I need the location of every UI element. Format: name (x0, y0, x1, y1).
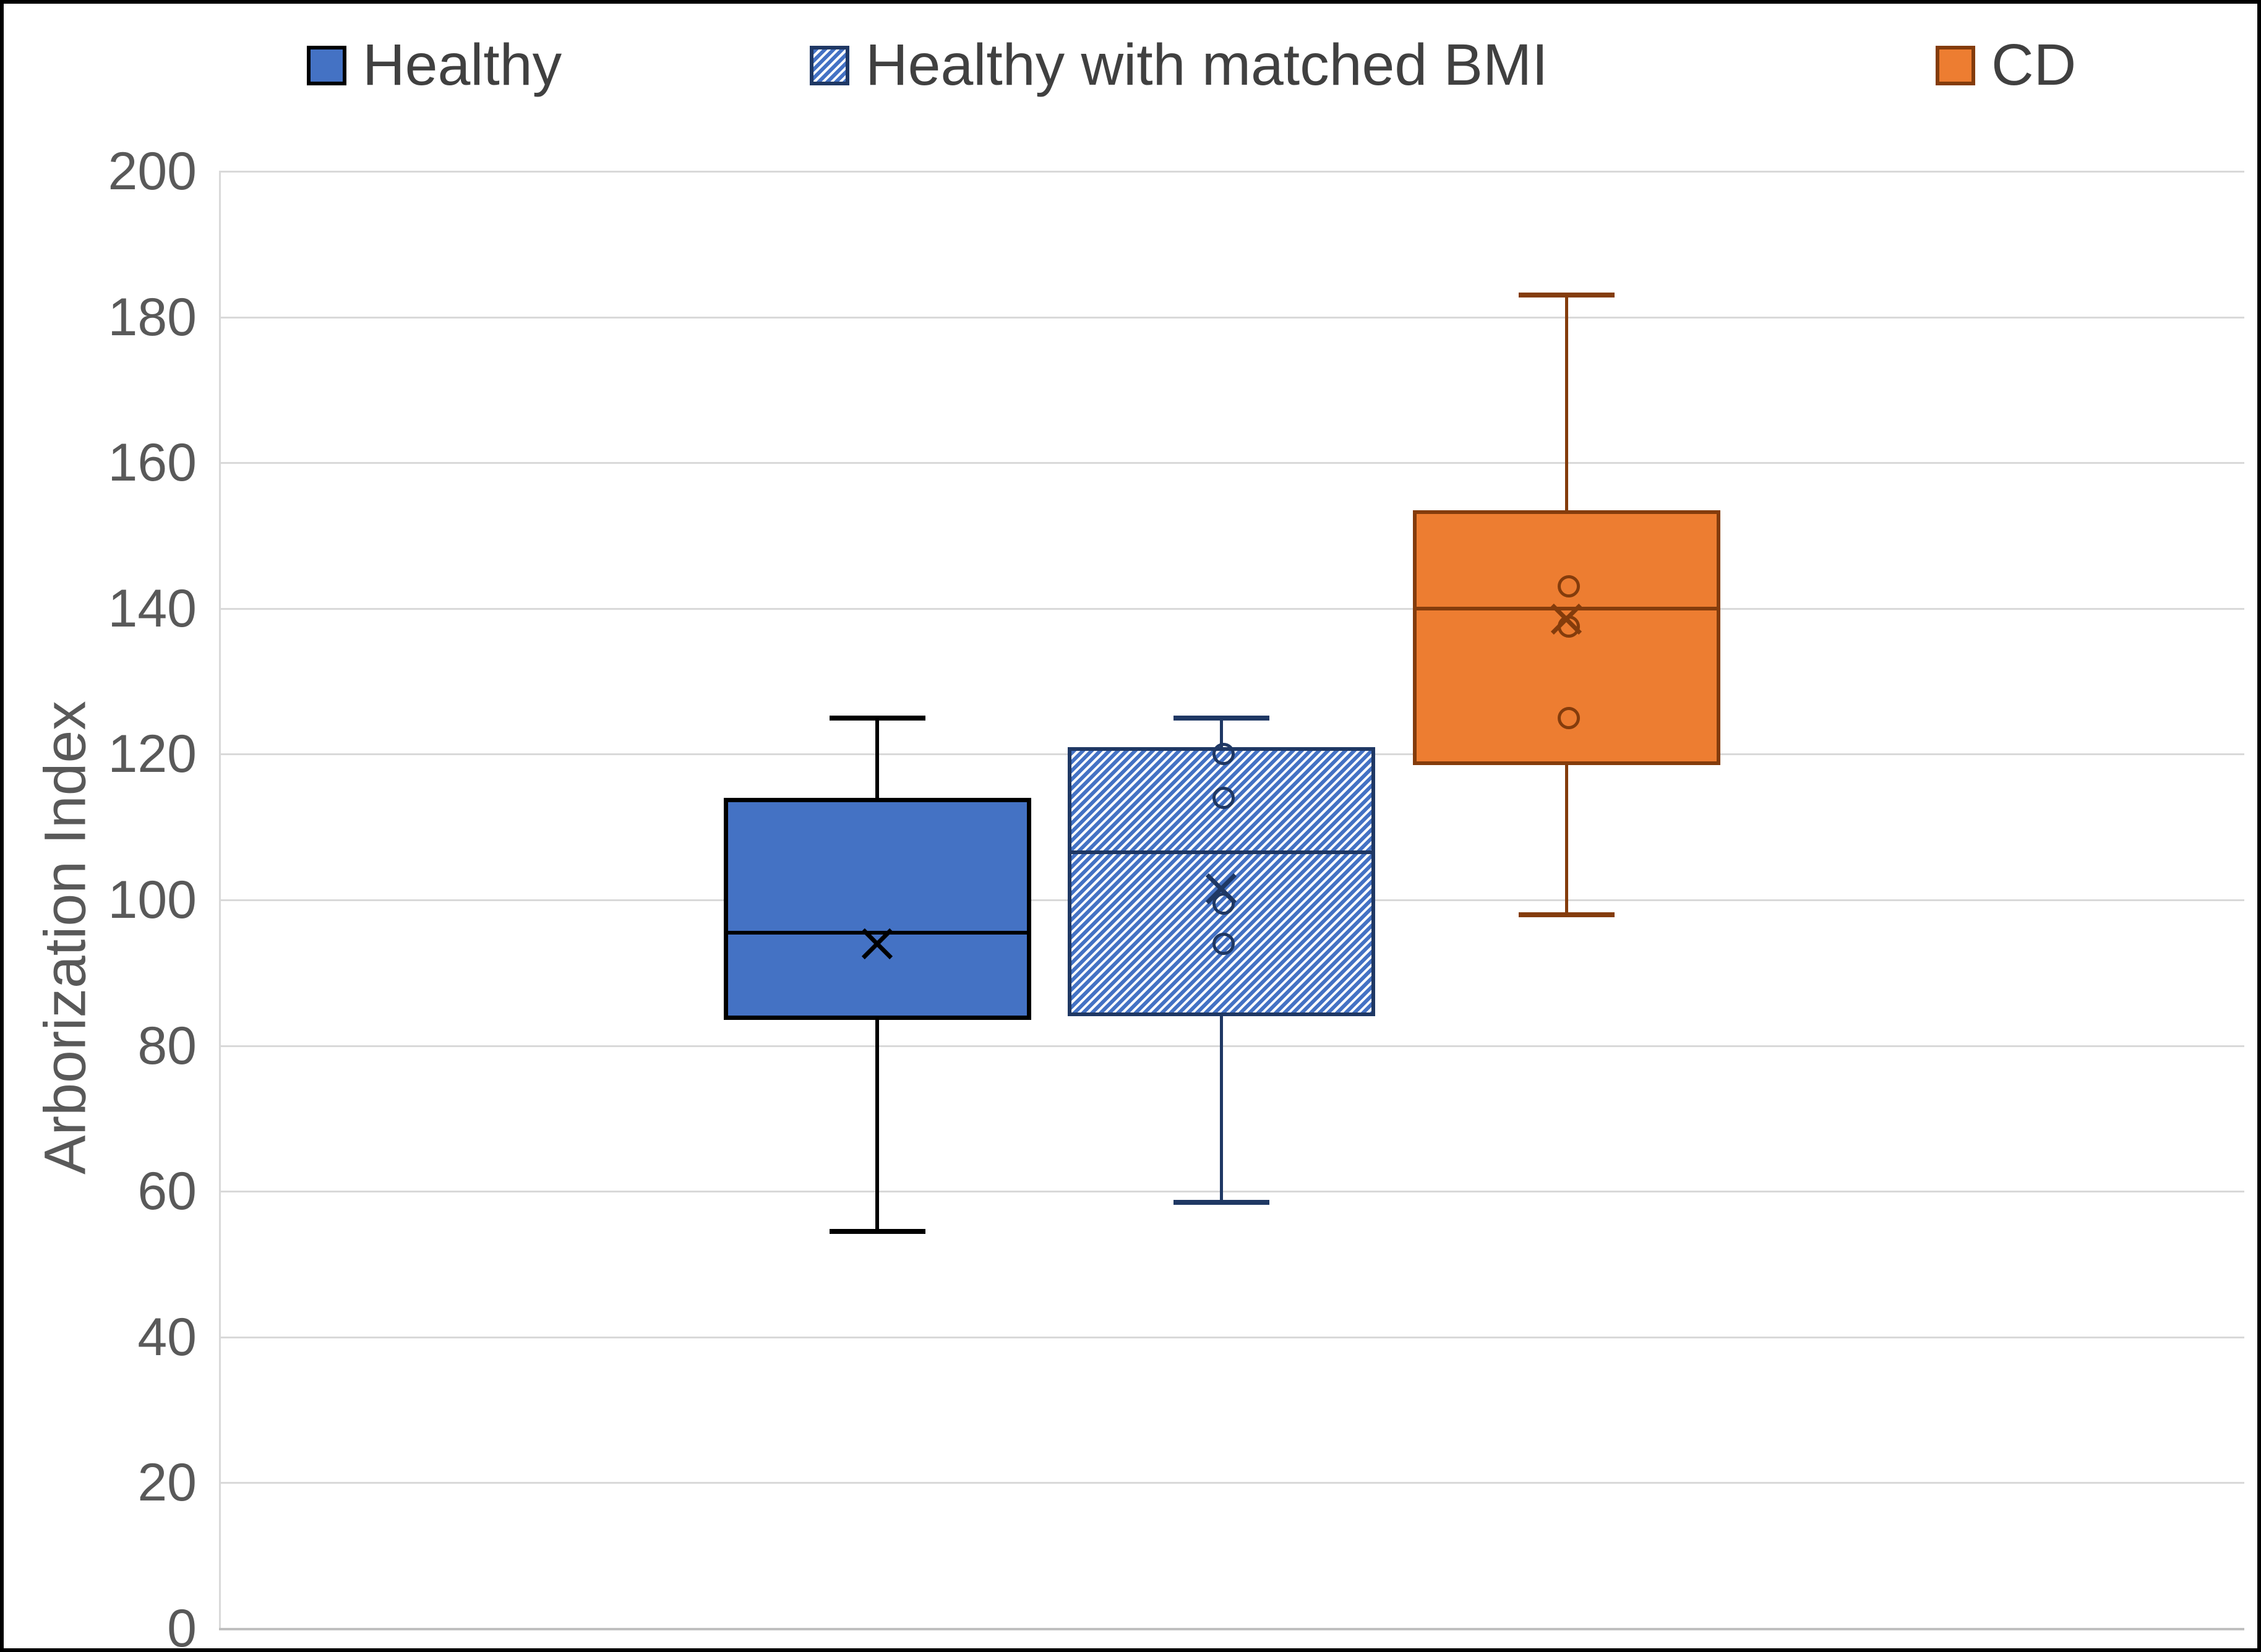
legend-item-cd: CD (1936, 36, 2076, 95)
legend-label: CD (1991, 32, 2077, 98)
outlier-point-cd (1558, 615, 1580, 638)
whisker-cap-top-healthy-with-matched-bmi (1173, 715, 1269, 721)
y-tick-label: 0 (167, 1599, 197, 1652)
median-line-healthy (723, 931, 1031, 935)
outlier-point-healthy-with-matched-bmi (1212, 892, 1235, 915)
legend-swatch-healthy-with-matched-bmi (810, 45, 849, 85)
mean-x-marker-healthy (857, 924, 897, 964)
y-tick-label: 20 (137, 1453, 197, 1513)
whisker-bottom-healthy (875, 1020, 879, 1231)
y-gridline (219, 316, 2244, 319)
box-healthy (723, 798, 1031, 1021)
y-tick-label: 160 (108, 433, 197, 493)
outlier-point-healthy-with-matched-bmi (1212, 787, 1235, 810)
y-gridline (219, 1336, 2244, 1338)
whisker-cap-bottom-healthy (829, 1228, 925, 1234)
whisker-top-cd (1564, 295, 1568, 510)
y-gridline (219, 171, 2244, 173)
y-tick-label: 100 (108, 870, 197, 930)
legend-label: Healthy with matched BMI (865, 32, 1548, 98)
median-line-healthy-with-matched-bmi (1067, 850, 1375, 855)
outlier-point-cd (1558, 706, 1580, 729)
y-gridline (219, 1045, 2244, 1047)
median-line-cd (1412, 606, 1720, 610)
legend-swatch-cd (1936, 45, 1975, 85)
whisker-bottom-cd (1564, 765, 1568, 915)
y-axis-line (219, 171, 221, 1628)
whisker-top-healthy-with-matched-bmi (1219, 717, 1223, 747)
outlier-point-cd (1558, 575, 1580, 598)
y-gridline (219, 1191, 2244, 1193)
y-tick-label: 120 (108, 724, 197, 784)
y-gridline (219, 462, 2244, 464)
y-tick-label: 180 (108, 287, 197, 347)
y-gridline (219, 607, 2244, 610)
y-tick-label: 200 (108, 142, 197, 201)
whisker-cap-top-cd (1518, 293, 1615, 298)
legend-swatch-healthy (307, 45, 346, 85)
legend-item-healthy-with-matched-bmi: Healthy with matched BMI (810, 36, 1548, 95)
y-tick-label: 80 (137, 1016, 197, 1076)
legend: Healthy Healthy with matched BMI CD (4, 4, 2257, 127)
whisker-cap-bottom-healthy-with-matched-bmi (1173, 1199, 1269, 1205)
outlier-point-healthy-with-matched-bmi (1212, 743, 1235, 766)
whisker-bottom-healthy-with-matched-bmi (1219, 1016, 1223, 1202)
y-tick-label: 40 (137, 1307, 197, 1367)
legend-label: Healthy (363, 32, 562, 98)
outlier-point-healthy-with-matched-bmi (1212, 932, 1235, 955)
y-tick-label: 140 (108, 578, 197, 638)
whisker-cap-bottom-cd (1518, 912, 1615, 917)
x-axis-line (219, 1628, 2244, 1630)
legend-item-healthy: Healthy (307, 36, 562, 95)
whisker-cap-top-healthy (829, 715, 925, 721)
whisker-top-healthy (875, 717, 879, 798)
y-tick-label: 60 (137, 1162, 197, 1222)
y-gridline (219, 1482, 2244, 1484)
